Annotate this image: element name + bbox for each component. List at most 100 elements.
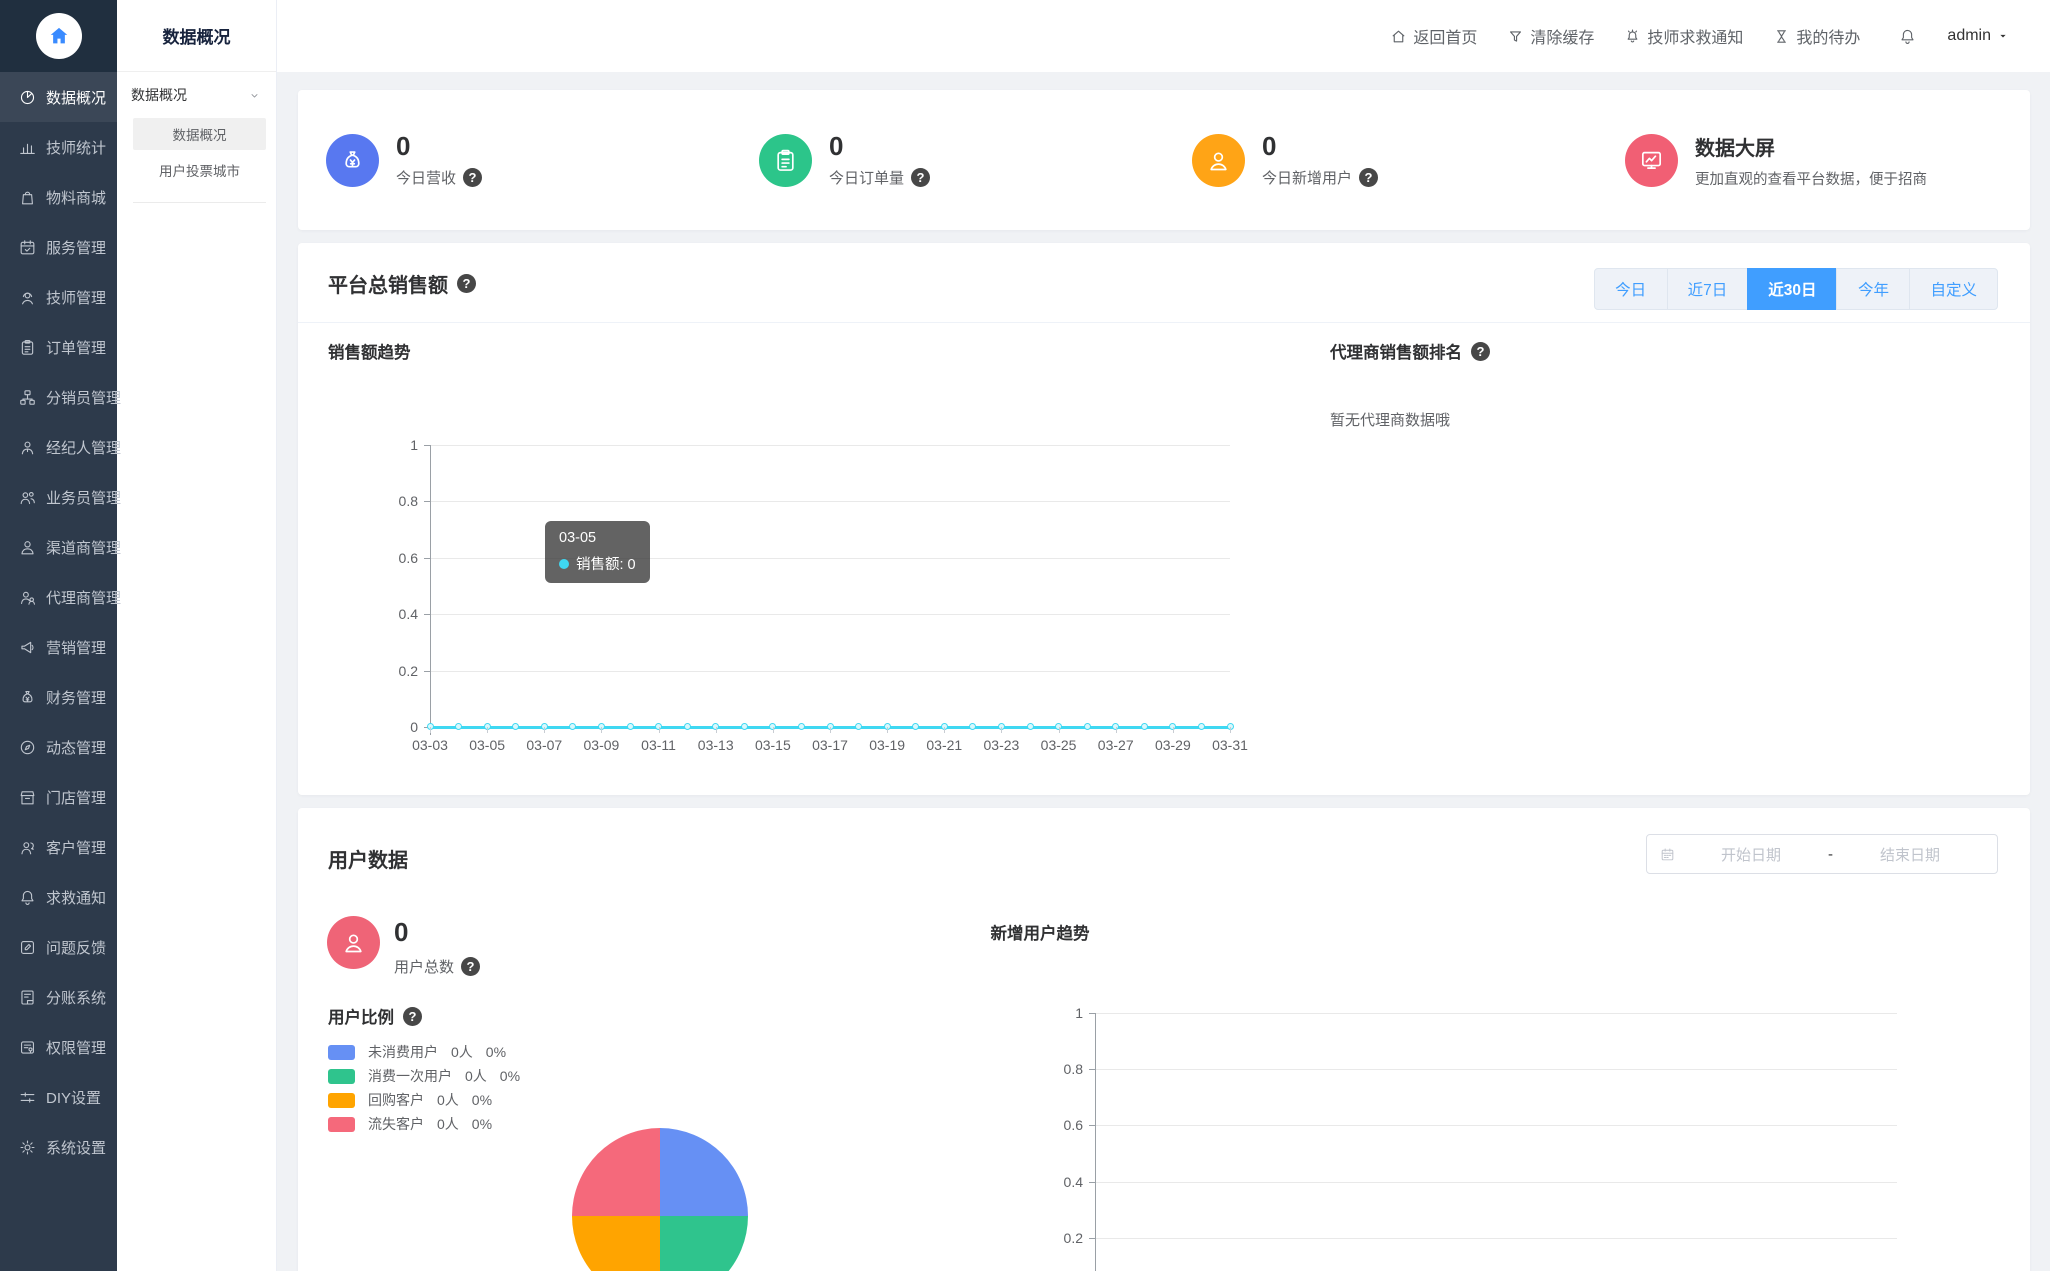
series-dot bbox=[559, 558, 569, 569]
feedback-edit-icon bbox=[18, 938, 37, 957]
submenu-item[interactable]: 数据概况 bbox=[133, 118, 266, 150]
sidebar-item-calendar-service[interactable]: 服务管理 bbox=[0, 222, 117, 272]
sidebar-item-label: 订单管理 bbox=[46, 339, 107, 357]
sidebar-item-pie-chart[interactable]: 数据概况 bbox=[0, 72, 117, 122]
data-point bbox=[683, 722, 691, 730]
help-icon[interactable]: ? bbox=[403, 1006, 422, 1026]
submenu-group-toggle[interactable]: 数据概况 bbox=[117, 72, 276, 118]
sidebar-item-clipboard-order[interactable]: 订单管理 bbox=[0, 322, 117, 372]
sidebar-item-label: 求救通知 bbox=[46, 889, 107, 907]
y-axis-label: 0.8 bbox=[398, 493, 418, 510]
sidebar-item-feedback-edit[interactable]: 问题反馈 bbox=[0, 922, 117, 972]
y-axis-label: 0.8 bbox=[1063, 1061, 1083, 1078]
gridline bbox=[1095, 1237, 1897, 1239]
megaphone-icon bbox=[18, 638, 37, 657]
submenu-item[interactable]: 用户投票城市 bbox=[159, 164, 240, 179]
stat-icon bbox=[326, 133, 379, 187]
sidebar-item-agency-group[interactable]: 代理商管理 bbox=[0, 572, 121, 622]
legend-item[interactable]: 未消费用户 0人 0% bbox=[328, 1042, 506, 1062]
sidebar-item-money-bag[interactable]: 财务管理 bbox=[0, 672, 117, 722]
legend-label: 流失客户 bbox=[368, 1116, 424, 1132]
primary-sidebar: 数据概况 技师统计 物料商城 服务管理 技师管理 订单管理 分销员管理 经纪人管… bbox=[0, 0, 121, 1271]
storefront-icon bbox=[18, 788, 37, 807]
sidebar-item-label: 技师统计 bbox=[46, 139, 107, 157]
stat-value: 0 bbox=[1262, 131, 1277, 162]
clipboard-order-icon bbox=[18, 338, 37, 357]
y-axis-label: 0.2 bbox=[398, 662, 418, 679]
agent-ranking-title: 代理商销售额排名 ? bbox=[1330, 339, 1490, 363]
y-axis-label: 1 bbox=[1075, 1005, 1083, 1021]
range-tab[interactable]: 近30日 bbox=[1747, 268, 1838, 310]
sidebar-item-storefront[interactable]: 门店管理 bbox=[0, 772, 117, 822]
data-screen-link[interactable]: 数据大屏 更加直观的查看平台数据，便于招商 bbox=[1597, 132, 2030, 189]
stat-label: 今日营收 bbox=[396, 169, 457, 187]
user-ratio-title: 用户比例 ? bbox=[328, 1004, 422, 1028]
help-icon[interactable]: ? bbox=[457, 274, 476, 293]
stat-card: 0 今日新增用户 ? bbox=[1164, 132, 1597, 188]
range-tab[interactable]: 自定义 bbox=[1909, 268, 1998, 310]
bell-icon bbox=[18, 888, 37, 907]
legend-item[interactable]: 消费一次用户 0人 0% bbox=[328, 1066, 520, 1086]
gridline bbox=[1095, 1069, 1897, 1071]
data-point bbox=[1026, 722, 1034, 730]
sales-panel-title: 平台总销售额 ? bbox=[328, 269, 476, 298]
sidebar-item-megaphone[interactable]: 营销管理 bbox=[0, 622, 117, 672]
range-tab[interactable]: 今年 bbox=[1836, 268, 1911, 310]
x-axis-label: 03-13 bbox=[697, 737, 734, 753]
user-data-title: 用户数据 bbox=[328, 850, 408, 872]
data-point bbox=[740, 722, 748, 730]
start-date-input[interactable]: 开始日期 bbox=[1720, 846, 1781, 864]
sidebar-item-ledger-split[interactable]: 分账系统 bbox=[0, 972, 117, 1022]
user-menu[interactable]: admin bbox=[1947, 27, 2010, 45]
x-axis-label: 03-21 bbox=[926, 737, 963, 753]
range-tab[interactable]: 近7日 bbox=[1666, 268, 1749, 310]
sidebar-item-org-tree[interactable]: 分销员管理 bbox=[0, 372, 121, 422]
sidebar-item-customer-group[interactable]: 客户管理 bbox=[0, 822, 117, 872]
legend-item[interactable]: 流失客户 0人 0% bbox=[328, 1114, 492, 1134]
sidebar-item-diy-sliders[interactable]: DIY设置 bbox=[0, 1072, 117, 1122]
x-axis-label: 03-27 bbox=[1097, 737, 1134, 753]
range-tab[interactable]: 今日 bbox=[1593, 268, 1668, 310]
y-axis-label: 0.6 bbox=[398, 549, 418, 566]
help-icon[interactable]: ? bbox=[911, 167, 931, 187]
sidebar-item-label: 门店管理 bbox=[46, 789, 107, 807]
notification-bell-icon[interactable] bbox=[1898, 27, 1917, 46]
sidebar-item-technician[interactable]: 技师管理 bbox=[0, 272, 117, 322]
help-icon[interactable]: ? bbox=[1471, 341, 1490, 361]
y-axis-label: 0.2 bbox=[1063, 1229, 1083, 1246]
y-axis bbox=[1095, 1013, 1096, 1271]
topbar-link[interactable]: 清除缓存 bbox=[1507, 24, 1594, 48]
legend-label: 回购客户 bbox=[368, 1092, 424, 1108]
org-tree-icon bbox=[18, 388, 37, 407]
help-icon[interactable]: ? bbox=[461, 957, 481, 976]
y-axis bbox=[430, 445, 431, 735]
topbar-link[interactable]: 技师求救通知 bbox=[1624, 24, 1743, 48]
legend-percent: 0% bbox=[471, 1092, 493, 1108]
x-axis-label: 03-03 bbox=[412, 737, 448, 753]
sidebar-item-label: 分销员管理 bbox=[46, 389, 122, 407]
sidebar-item-permission-doc[interactable]: 权限管理 bbox=[0, 1022, 117, 1072]
sidebar-item-shopping-bag[interactable]: 物料商城 bbox=[0, 172, 117, 222]
legend-item[interactable]: 回购客户 0人 0% bbox=[328, 1090, 492, 1110]
technician-icon bbox=[18, 288, 37, 307]
topbar-link[interactable]: 返回首页 bbox=[1390, 24, 1477, 48]
sidebar-item-channel-person[interactable]: 渠道商管理 bbox=[0, 522, 121, 572]
sidebar-item-gear[interactable]: 系统设置 bbox=[0, 1122, 117, 1172]
sidebar-item-bell[interactable]: 求救通知 bbox=[0, 872, 117, 922]
end-date-input[interactable]: 结束日期 bbox=[1879, 846, 1940, 864]
sidebar-item-agent-person[interactable]: 经纪人管理 bbox=[0, 422, 121, 472]
legend-swatch bbox=[328, 1092, 355, 1108]
gear-icon bbox=[18, 1138, 37, 1157]
user-total-icon bbox=[327, 916, 380, 969]
date-range-picker[interactable]: 开始日期 - 结束日期 bbox=[1646, 834, 1998, 874]
user-ratio-pie-chart bbox=[572, 1128, 748, 1271]
topbar-link[interactable]: 我的待办 bbox=[1773, 24, 1860, 48]
agency-group-icon bbox=[18, 588, 37, 607]
sidebar-item-bar-chart[interactable]: 技师统计 bbox=[0, 122, 117, 172]
app-logo[interactable] bbox=[0, 0, 117, 72]
sidebar-item-compass[interactable]: 动态管理 bbox=[0, 722, 117, 772]
sidebar-item-salesman-group[interactable]: 业务员管理 bbox=[0, 472, 121, 522]
help-icon[interactable]: ? bbox=[1359, 167, 1379, 187]
help-icon[interactable]: ? bbox=[463, 167, 483, 187]
tooltip-value: 销售额: 0 bbox=[576, 557, 636, 573]
